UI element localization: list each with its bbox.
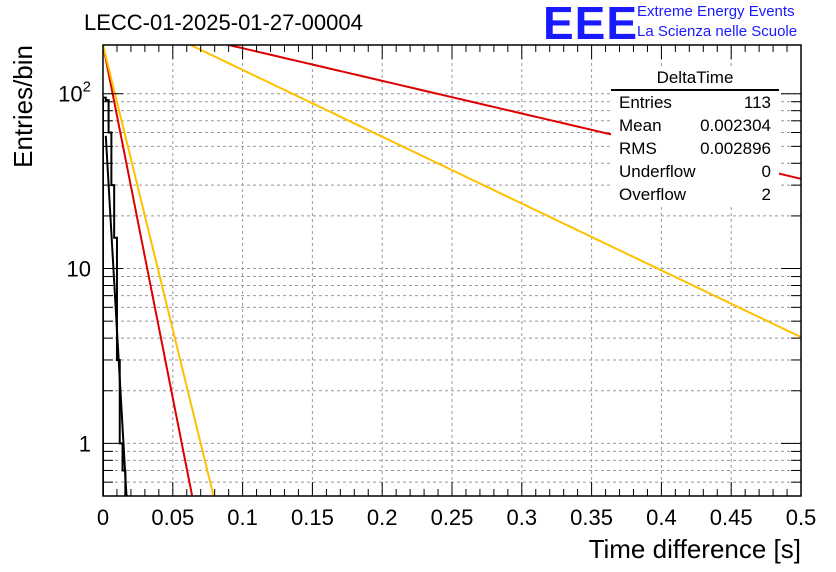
stats-row-rms: RMS 0.002896 (611, 137, 779, 160)
y-tick-exponent: 2 (83, 79, 91, 96)
stats-value: 0.002896 (700, 139, 771, 158)
stats-value: 113 (743, 93, 771, 112)
x-tick-label: 0.05 (151, 505, 194, 530)
logo-line-1: Extreme Energy Events (637, 3, 795, 20)
y-tick-label: 1 (79, 431, 91, 456)
stats-label: Overflow (619, 185, 687, 204)
x-tick-label: 0 (97, 505, 109, 530)
stats-row-overflow: Overflow 2 (611, 183, 779, 206)
stats-title: DeltaTime (611, 68, 779, 91)
x-tick-label: 0.1 (227, 505, 258, 530)
histogram-bars (103, 96, 129, 496)
y-tick-label: 102 (58, 79, 91, 107)
stats-label: Underflow (619, 162, 696, 181)
series-line (188, 45, 801, 339)
grid (103, 45, 801, 497)
x-tick-label: 0.25 (431, 505, 474, 530)
tick-labels: 0 0.05 0.1 0.15 0.2 0.25 0.3 0.35 0.4 0.45 0.5 1 10 1… (58, 79, 816, 530)
y-axis-label: Entries/bin (8, 45, 38, 168)
series-line (103, 45, 194, 496)
stats-value: 2 (761, 185, 771, 204)
ticks (102, 45, 802, 497)
x-tick-label: 0.15 (291, 505, 334, 530)
stats-label: RMS (619, 139, 657, 158)
stats-row-underflow: Underflow 0 (611, 160, 779, 183)
stats-label: Entries (619, 93, 672, 112)
x-tick-label: 0.45 (710, 505, 753, 530)
logo-line-2: La Scienza nelle Scuole (637, 23, 798, 40)
x-tick-label: 0.4 (646, 505, 677, 530)
x-tick-label: 0.3 (507, 505, 538, 530)
x-tick-label: 0.5 (786, 505, 817, 530)
series-line (103, 45, 215, 496)
stats-value: 0 (761, 162, 771, 181)
eee-logo: EEE (543, 0, 639, 49)
stats-label: Mean (619, 116, 662, 135)
stats-row-mean: Mean 0.002304 (611, 114, 779, 137)
y-tick-label: 10 (67, 257, 91, 282)
x-axis-label: Time difference [s] (589, 534, 801, 564)
stats-row-entries: Entries 113 (611, 91, 779, 114)
stats-value: 0.002304 (700, 116, 771, 135)
x-tick-label: 0.35 (570, 505, 613, 530)
chart-title: LECC-01-2025-01-27-00004 (84, 10, 363, 35)
x-tick-label: 0.2 (367, 505, 398, 530)
stats-box: DeltaTime Entries 113 Mean 0.002304 RMS … (611, 68, 779, 206)
